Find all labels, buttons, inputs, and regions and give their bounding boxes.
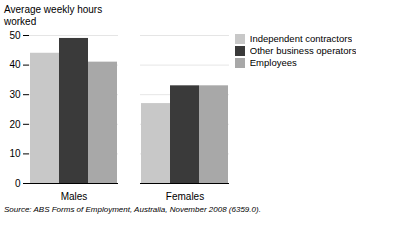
html-text:Average weekly hours worked: Average weekly hours worked xyxy=(4,4,103,27)
svg-text:0: 0 xyxy=(15,178,21,189)
svg-text:Females: Females xyxy=(166,191,204,202)
html-text:Employees: Employees xyxy=(249,57,297,68)
svg-text:40: 40 xyxy=(9,59,21,70)
html-text:Other business operators: Other business operators xyxy=(249,45,357,56)
svg-text:Males: Males xyxy=(61,191,88,202)
html-text:Independent contractors: Independent contractors xyxy=(249,33,353,44)
svg-text:30: 30 xyxy=(9,89,21,100)
html-text:Source: ABS Forms of Employmen: Source: ABS Forms of Employment, Austral… xyxy=(4,205,261,214)
svg-text:20: 20 xyxy=(9,119,21,130)
svg-text:10: 10 xyxy=(9,148,21,159)
svg-text:50: 50 xyxy=(9,30,21,41)
